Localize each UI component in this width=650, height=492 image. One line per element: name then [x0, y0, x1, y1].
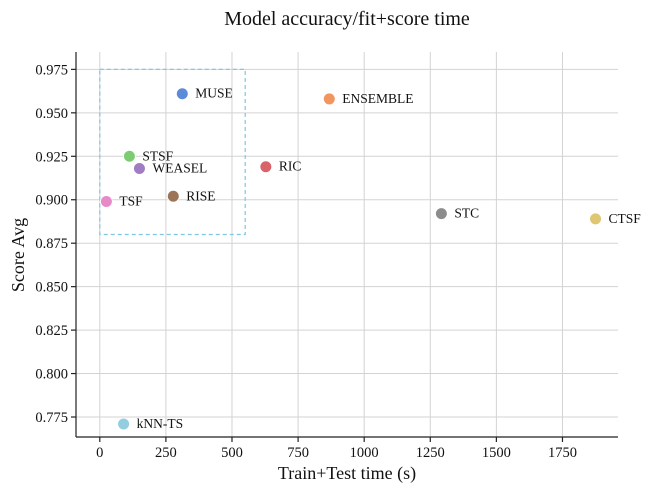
x-tick-label: 1000	[350, 445, 379, 461]
point-label-stsf: STSF	[142, 148, 173, 163]
x-tick-label: 750	[287, 445, 309, 461]
point-label-muse: MUSE	[195, 86, 233, 101]
y-tick-label: 0.825	[35, 323, 68, 339]
point-ric	[259, 160, 273, 174]
y-tick-label: 0.950	[35, 106, 68, 122]
x-tick-label: 250	[155, 445, 177, 461]
y-tick-label: 0.925	[35, 149, 68, 165]
y-axis-label: Score Avg	[8, 218, 28, 292]
axes: 0 250 500 750 1000 1250 1500 1750 0.775 0.800 0.82…	[35, 52, 618, 461]
point-label-stc: STC	[454, 206, 479, 221]
point-label-ctsf: CTSF	[609, 211, 642, 226]
y-tick-label: 0.875	[35, 236, 68, 252]
point-label-knn-ts: kNN-TS	[137, 416, 184, 431]
x-tick-label: 1500	[482, 445, 511, 461]
x-tick-label: 1250	[416, 445, 445, 461]
point-muse	[175, 87, 189, 101]
point-tsf	[99, 194, 113, 208]
y-tick-label: 0.775	[35, 410, 68, 426]
point-label-rise: RISE	[186, 188, 215, 203]
point-label-ric: RIC	[279, 159, 302, 174]
y-tick-label: 0.850	[35, 280, 68, 296]
grid-layer	[76, 52, 618, 437]
y-tick-label: 0.900	[35, 193, 68, 209]
point-stc	[434, 207, 448, 221]
x-tick-label: 1750	[548, 445, 577, 461]
y-tick-label: 0.975	[35, 62, 68, 78]
x-axis-label: Train+Test time (s)	[278, 463, 416, 484]
y-tick-label: 0.800	[35, 367, 68, 383]
point-ctsf	[589, 212, 603, 226]
point-ensemble	[322, 92, 336, 106]
point-knn-ts	[117, 417, 131, 431]
chart-title: Model accuracy/fit+score time	[224, 8, 470, 30]
point-stsf	[122, 149, 136, 163]
point-weasel	[132, 161, 146, 175]
x-tick-label: 0	[96, 445, 103, 461]
highlight-box	[99, 68, 246, 236]
point-label-ensemble: ENSEMBLE	[342, 91, 413, 106]
point-label-weasel: WEASEL	[152, 160, 207, 175]
highlight-box-layer	[99, 68, 246, 236]
point-label-tsf: TSF	[119, 193, 143, 208]
point-rise	[166, 189, 180, 203]
x-tick-label: 500	[221, 445, 243, 461]
